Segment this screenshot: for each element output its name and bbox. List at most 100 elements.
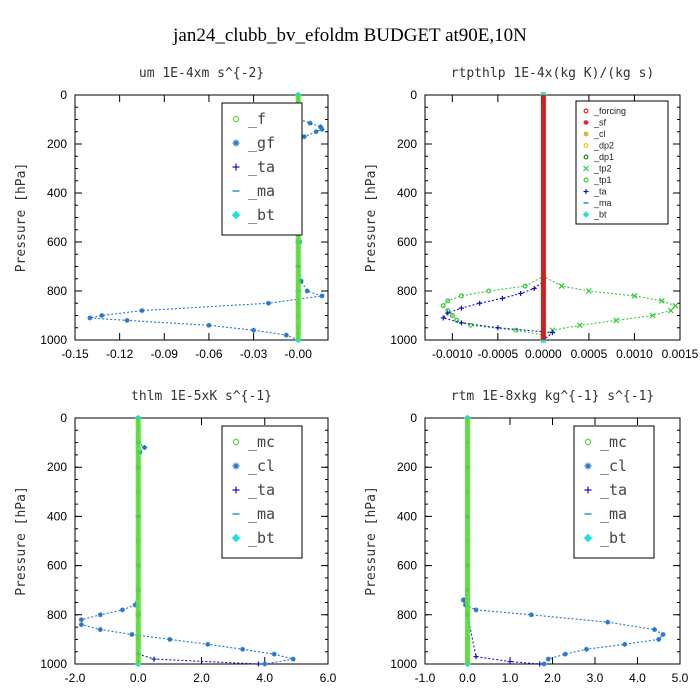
data-point: [458, 305, 464, 311]
legend-label: _bt: [248, 206, 275, 224]
y-tick-label: 400: [47, 509, 67, 523]
data-point: [440, 315, 446, 321]
y-tick-label: 0: [410, 411, 417, 425]
legend: _forcing _sf_cl _dp2_dp1 _tp2_tp1 _ta_ma _bt: [575, 100, 669, 225]
legend-box: [575, 100, 669, 225]
x-tick-label: -0.0005: [478, 347, 519, 361]
x-tick-label: 3.0: [587, 671, 604, 685]
legend-marker: [584, 486, 592, 494]
y-tick-label: 200: [397, 137, 417, 151]
x-tick-label: 5.0: [672, 671, 689, 685]
y-tick-label: 400: [397, 509, 417, 523]
budget-panel: rtpthlp 1E-4x(kg K)/(kg s) Pressure [hPa]…: [364, 66, 699, 361]
data-point: [265, 300, 271, 306]
legend-marker: [582, 211, 590, 218]
zero-profile-band: [465, 418, 470, 664]
legend-label: _sf: [593, 118, 607, 128]
y-tick-label: 1000: [40, 333, 67, 347]
data-point: [99, 313, 105, 318]
legend-marker: [232, 139, 240, 147]
data-point: [445, 298, 451, 304]
x-tick-label: -1.0: [415, 671, 436, 685]
legend-marker: [232, 115, 240, 123]
legend-marker: [583, 154, 589, 160]
data-point: [132, 602, 138, 608]
legend-marker: [583, 120, 589, 125]
y-axis-label: Pressure [hPa]: [14, 163, 29, 273]
legend-label: _bt: [248, 529, 275, 547]
budget-panel: thlm 1E-5xK s^{-1} Pressure [hPa] 0 200 400 6…: [14, 389, 337, 685]
data-point: [251, 327, 257, 333]
data-point: [622, 641, 628, 647]
legend-label: _mc: [248, 433, 275, 451]
data-point: [468, 322, 474, 328]
panel-title: um 1E-4xm s^{-2}: [139, 66, 264, 81]
data-point: [584, 646, 589, 652]
data-point: [124, 317, 130, 323]
legend-marker: [583, 131, 589, 137]
y-tick-label: 800: [47, 284, 67, 298]
data-point: [319, 293, 325, 299]
legend-marker: [232, 486, 240, 494]
zero-profile-band: [540, 95, 546, 340]
x-tick-label: 0.0: [130, 671, 147, 685]
data-point: [78, 622, 84, 628]
series-line: [442, 95, 544, 340]
x-tick-label: -2.0: [65, 671, 86, 685]
data-point: [205, 641, 211, 647]
data-point: [290, 656, 296, 662]
data-point: [486, 288, 492, 294]
data-point: [477, 300, 483, 306]
data-point: [119, 607, 125, 613]
legend-marker: [583, 108, 589, 114]
legend-marker: [583, 143, 589, 148]
data-point: [151, 656, 157, 662]
data-point: [167, 636, 173, 642]
data-point: [537, 661, 543, 667]
series-line: [442, 95, 554, 341]
data-point: [142, 445, 148, 451]
data-point: [576, 322, 583, 329]
data-point: [499, 295, 505, 301]
y-tick-label: 800: [47, 608, 67, 622]
x-tick-label: 4.0: [256, 671, 273, 685]
legend-label: _cl: [593, 129, 606, 139]
data-point: [473, 654, 479, 660]
y-tick-label: 800: [397, 284, 417, 298]
legend-label: _dp1: [593, 152, 614, 162]
data-point: [139, 308, 145, 314]
data-point: [301, 134, 307, 140]
data-point: [440, 303, 446, 309]
legend-label: _ma: [600, 505, 627, 523]
x-tick-label: 0.0: [459, 671, 476, 685]
data-point: [605, 619, 611, 625]
data-point: [672, 302, 679, 309]
data-point: [271, 651, 277, 657]
legend: _mc _cl _ta _ma _bt: [573, 425, 655, 559]
x-tick-label: -0.0010: [432, 347, 473, 361]
legend-label: _ta: [600, 481, 627, 499]
y-tick-label: 400: [47, 186, 67, 200]
x-tick-label: -0.00: [285, 347, 313, 361]
legend-label: _ta: [593, 187, 607, 197]
data-point: [522, 283, 528, 289]
legend-marker: [583, 177, 589, 183]
legend-marker: [583, 533, 593, 543]
data-point: [318, 124, 324, 130]
legend-label: _ta: [248, 481, 275, 499]
data-point: [531, 286, 537, 292]
panel-title: rtm 1E-8xkg kg^{-1} s^{-1}: [451, 389, 655, 404]
x-tick-label: 0.0010: [616, 347, 653, 361]
y-tick-label: 0: [410, 88, 417, 102]
data-point: [97, 612, 103, 618]
x-tick-label: 0.0000: [525, 347, 562, 361]
y-tick-label: 200: [47, 137, 67, 151]
legend-label: _ma: [248, 182, 275, 200]
x-tick-label: -0.06: [195, 347, 223, 361]
legend-marker: [583, 189, 589, 194]
data-point: [255, 661, 261, 667]
data-point: [78, 617, 84, 623]
x-tick-label: 0.0005: [571, 347, 608, 361]
data-point: [298, 278, 304, 284]
